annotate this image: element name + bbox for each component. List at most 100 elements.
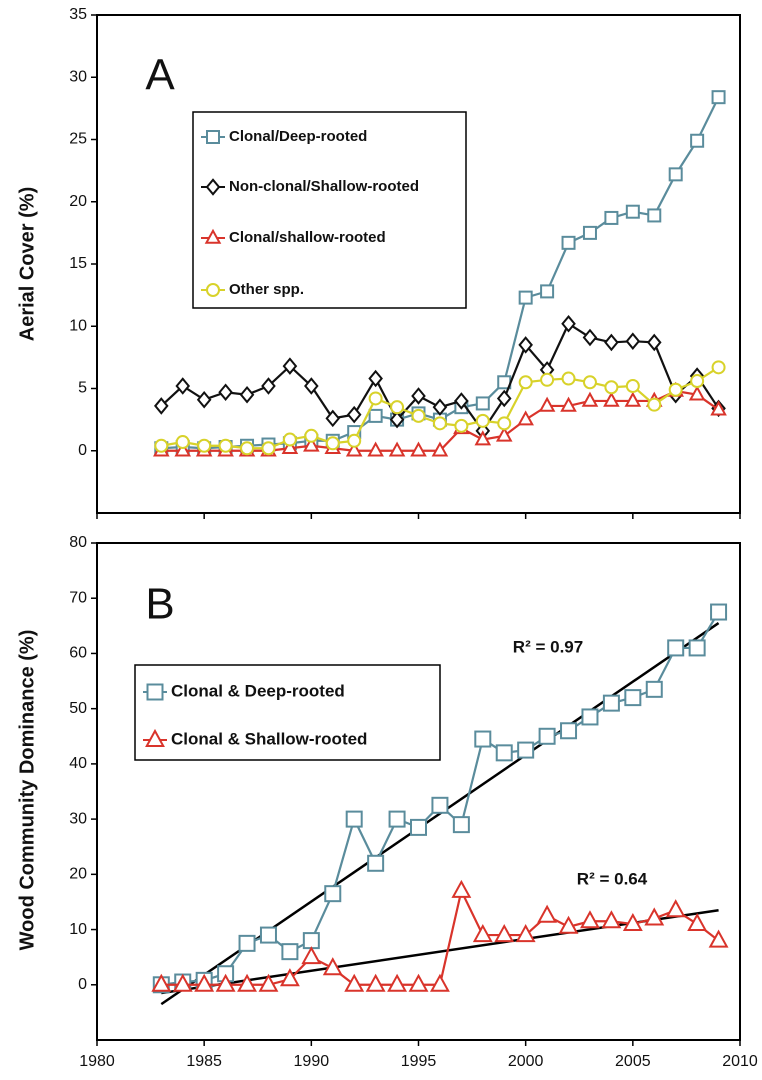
- marker: [345, 441, 363, 457]
- legend-box: [192, 111, 467, 309]
- marker: [325, 409, 341, 428]
- x-tick-label: 2000: [508, 1053, 544, 1070]
- marker: [647, 397, 662, 412]
- marker: [206, 130, 220, 144]
- x-tick-label: 1990: [294, 1053, 330, 1070]
- marker: [345, 810, 363, 828]
- marker: [687, 912, 708, 932]
- marker: [497, 416, 512, 431]
- marker: [365, 973, 386, 992]
- marker: [410, 441, 427, 457]
- legend-label: Non-clonal/Shallow-rooted: [229, 178, 419, 195]
- marker: [194, 973, 215, 992]
- marker: [688, 639, 706, 657]
- marker: [368, 408, 383, 423]
- marker: [622, 912, 643, 932]
- marker: [472, 924, 493, 943]
- marker: [667, 639, 685, 657]
- marker: [518, 290, 533, 305]
- legend-label: Clonal & Shallow-rooted: [171, 729, 367, 748]
- y-tick-label: 10: [69, 921, 87, 938]
- marker: [665, 899, 686, 918]
- y-axis-title: Aerial Cover (%): [16, 187, 38, 342]
- marker: [540, 372, 555, 387]
- marker: [237, 973, 257, 992]
- y-tick-label: 5: [78, 380, 87, 397]
- marker: [302, 932, 320, 950]
- marker: [215, 973, 236, 992]
- marker: [261, 441, 276, 456]
- marker: [367, 854, 385, 872]
- marker: [174, 441, 192, 457]
- marker: [494, 924, 515, 943]
- x-tick-label: 2005: [615, 1053, 651, 1070]
- y-tick-label: 20: [69, 866, 87, 883]
- marker: [517, 741, 535, 759]
- y-tick-label: 15: [69, 255, 87, 272]
- marker: [408, 973, 429, 992]
- marker: [303, 436, 320, 452]
- marker: [346, 405, 362, 424]
- r-squared-label: R² = 0.64: [577, 869, 648, 888]
- marker: [172, 973, 193, 992]
- marker: [145, 728, 165, 747]
- marker: [560, 396, 577, 412]
- marker: [154, 438, 169, 453]
- marker: [518, 375, 533, 390]
- marker: [495, 744, 513, 762]
- marker: [711, 360, 726, 375]
- marker: [515, 924, 536, 943]
- marker: [625, 379, 640, 394]
- marker: [279, 968, 300, 987]
- marker: [603, 391, 620, 407]
- marker: [322, 957, 343, 976]
- marker: [690, 133, 705, 148]
- marker: [496, 389, 512, 408]
- marker: [474, 430, 492, 446]
- marker: [561, 314, 576, 333]
- marker: [205, 178, 221, 196]
- marker: [367, 441, 384, 457]
- marker: [304, 377, 319, 395]
- marker: [429, 973, 450, 992]
- marker: [708, 929, 729, 948]
- marker: [175, 435, 190, 450]
- y-tick-label: 25: [69, 131, 87, 148]
- plot-frame: [96, 542, 741, 1041]
- marker: [690, 374, 705, 389]
- x-tick-label: 2010: [722, 1053, 758, 1070]
- marker: [281, 943, 299, 961]
- marker: [625, 204, 640, 219]
- marker: [582, 225, 597, 240]
- marker: [368, 369, 383, 388]
- marker: [561, 235, 576, 250]
- marker: [389, 410, 405, 429]
- y-tick-label: 0: [78, 976, 87, 993]
- legend-label: Other spp.: [229, 281, 304, 298]
- y-tick-label: 60: [69, 645, 87, 662]
- marker: [431, 441, 449, 457]
- marker: [197, 438, 212, 453]
- marker: [325, 436, 340, 451]
- marker: [218, 383, 233, 401]
- y-tick-label: 70: [69, 589, 87, 606]
- y-tick-label: 80: [69, 534, 87, 551]
- y-tick-label: 20: [69, 193, 87, 210]
- marker: [301, 946, 322, 965]
- marker: [624, 689, 642, 707]
- marker: [517, 410, 534, 426]
- x-tick-label: 1985: [186, 1053, 222, 1070]
- marker: [668, 382, 683, 397]
- marker: [411, 408, 426, 423]
- marker: [204, 228, 222, 244]
- marker: [645, 680, 663, 698]
- marker: [475, 413, 490, 428]
- marker: [282, 432, 297, 447]
- marker: [454, 418, 469, 433]
- marker: [602, 694, 620, 712]
- marker: [452, 816, 470, 834]
- marker: [368, 391, 383, 406]
- panel-label: A: [145, 51, 175, 100]
- marker: [495, 426, 513, 442]
- marker: [454, 392, 469, 410]
